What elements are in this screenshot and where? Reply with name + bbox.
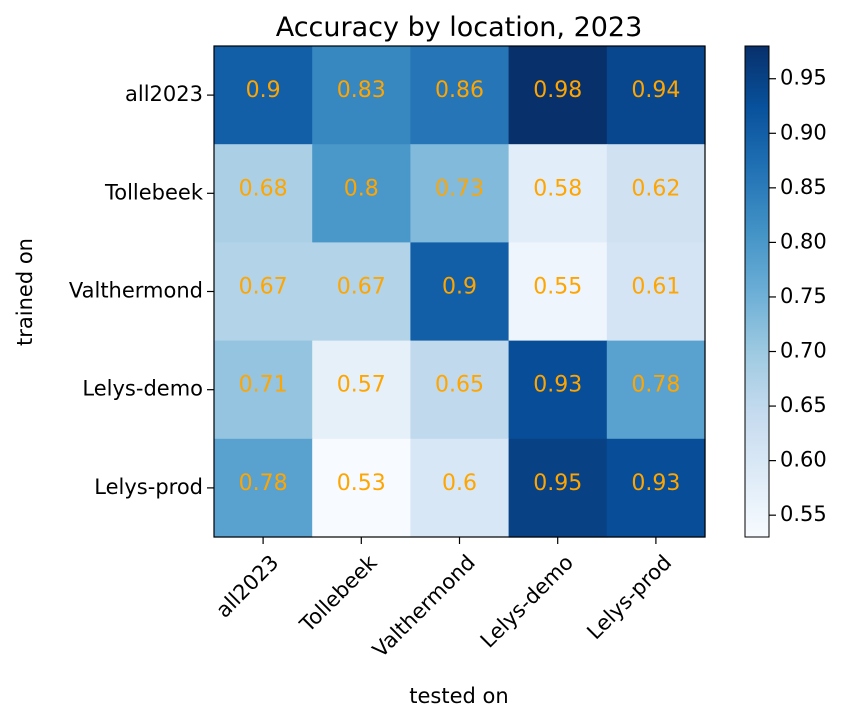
heatmap-cell [606, 242, 706, 342]
cell-value-label: 0.62 [631, 176, 680, 201]
heatmap-cell [410, 242, 510, 342]
heatmap-cell [312, 242, 411, 342]
cell-value-label: 0.61 [631, 275, 680, 300]
cell-value-label: 0.86 [435, 78, 484, 103]
y-tick-label: all2023 [125, 82, 203, 106]
cell-value-label: 0.71 [239, 373, 288, 398]
heatmap-cell [214, 46, 313, 145]
x-tick-label: all2023 [211, 550, 283, 622]
colorbar-tick-label: 0.95 [780, 66, 827, 90]
heatmap-cell [410, 340, 510, 440]
cell-value-label: 0.95 [533, 471, 582, 496]
cell-value-label: 0.9 [246, 78, 281, 103]
y-axis-ticks: all2023 Tollebeek Valthermond Lelys-demo Lel… [69, 82, 214, 499]
heatmap-cell [214, 340, 313, 440]
cell-value-label: 0.68 [239, 176, 288, 201]
cell-value-label: 0.78 [239, 471, 288, 496]
colorbar-tick-label: 0.90 [780, 120, 827, 144]
colorbar: 0.55 0.60 0.65 0.70 0.75 0.80 0.85 0.90 0.95 [744, 45, 827, 538]
heatmap-cell [606, 46, 706, 145]
cell-value-label: 0.55 [533, 275, 582, 300]
colorbar-tick-label: 0.80 [780, 229, 827, 253]
colorbar-tick-label: 0.75 [780, 284, 827, 308]
cell-value-label: 0.6 [442, 471, 477, 496]
heatmap-cell [606, 144, 706, 243]
colorbar-tick-label: 0.70 [780, 339, 827, 363]
x-tick-label: Lelys-demo [476, 550, 578, 652]
y-tick-label: Valthermond [69, 279, 203, 303]
cell-value-label: 0.9 [442, 275, 477, 300]
heatmap-cell [214, 438, 313, 538]
heatmap-cells [214, 46, 706, 538]
y-tick-label: Lelys-prod [94, 475, 203, 499]
cell-value-label: 0.57 [337, 373, 386, 398]
heatmap-cell [410, 438, 510, 538]
cell-value-label: 0.94 [631, 78, 680, 103]
heatmap-cell [312, 340, 411, 440]
colorbar-ticks: 0.55 0.60 0.65 0.70 0.75 0.80 0.85 0.90 0.95 [769, 66, 827, 526]
heatmap-cell [214, 242, 313, 342]
cell-value-label: 0.58 [533, 176, 582, 201]
heatmap-cell [508, 242, 608, 342]
heatmap-cell [508, 340, 608, 440]
heatmap-cell [508, 144, 608, 243]
heatmap-cell [312, 438, 411, 538]
y-tick-label: Tollebeek [104, 180, 204, 204]
cell-value-label: 0.65 [435, 373, 484, 398]
cell-value-label: 0.78 [631, 373, 680, 398]
y-axis-label: trained on [13, 238, 37, 346]
heatmap-cell [508, 46, 608, 145]
cell-value-label: 0.93 [533, 373, 582, 398]
x-tick-label: Valthermond [368, 550, 480, 662]
cell-value-label: 0.53 [337, 471, 386, 496]
colorbar-tick-label: 0.60 [780, 448, 827, 472]
heatmap-cell [410, 144, 510, 243]
heatmap-cell [312, 144, 411, 243]
x-tick-label: Tollebeek [295, 550, 383, 638]
heatmap-cell [214, 144, 313, 243]
heatmap-cell-labels: 0.9 0.83 0.86 0.98 0.94 0.68 0.8 0.73 0.58 0.62 0.… [239, 78, 681, 496]
cell-value-label: 0.83 [337, 78, 386, 103]
heatmap-cell [508, 438, 608, 538]
heatmap-cell [606, 438, 706, 538]
heatmap-cell [410, 46, 510, 145]
heatmap-cell [312, 46, 411, 145]
cell-value-label: 0.67 [337, 275, 386, 300]
x-axis-label: tested on [409, 684, 508, 708]
cell-value-label: 0.73 [435, 176, 484, 201]
colorbar-gradient [744, 45, 770, 538]
heatmap-cell [606, 340, 706, 440]
x-tick-label: Lelys-prod [582, 550, 676, 644]
y-tick-label: Lelys-demo [82, 377, 203, 401]
cell-value-label: 0.98 [533, 78, 582, 103]
cell-value-label: 0.93 [631, 471, 680, 496]
chart-title: Accuracy by location, 2023 [276, 12, 643, 43]
colorbar-tick-label: 0.65 [780, 393, 827, 417]
colorbar-tick-label: 0.55 [780, 502, 827, 526]
cell-value-label: 0.67 [239, 275, 288, 300]
cell-value-label: 0.8 [344, 176, 379, 201]
colorbar-tick-label: 0.85 [780, 175, 827, 199]
